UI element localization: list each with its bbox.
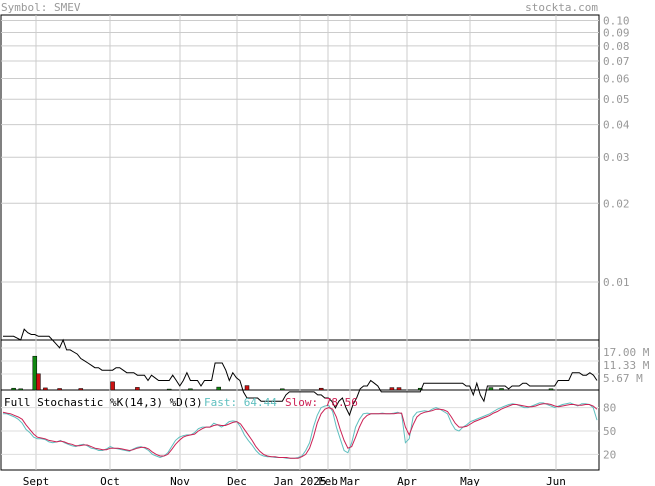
price-tick-label: 0.10 <box>603 15 630 28</box>
volume-bar <box>188 388 193 391</box>
grid-lines <box>1 15 599 470</box>
stoch-tick-label: 50 <box>603 425 616 438</box>
x-tick-label: Nov <box>170 475 190 486</box>
price-tick-label: 0.09 <box>603 27 630 40</box>
volume-tick-label: 17.00 M <box>603 346 650 359</box>
volume-bar <box>18 388 23 391</box>
volume-bar <box>11 387 16 391</box>
stoch-tick-label: 20 <box>603 448 616 461</box>
x-tick-label: Jun <box>546 475 566 486</box>
volume-tick-label: 5.67 M <box>603 372 643 385</box>
volume-bar <box>396 387 402 391</box>
price-tick-label: 0.03 <box>603 151 630 164</box>
price-tick-label: 0.02 <box>603 197 630 210</box>
stochastic-title: Full Stochastic %K(14,3) %D(3) <box>4 396 203 409</box>
stochastic-slow-label: Slow: 78.56 <box>285 396 358 409</box>
price-tick-label: 0.01 <box>603 276 630 289</box>
price-tick-label: 0.08 <box>603 40 630 53</box>
volume-bar <box>78 388 84 391</box>
volume-bar <box>57 388 62 391</box>
price-tick-label: 0.06 <box>603 73 630 86</box>
price-tick-label: 0.05 <box>603 93 630 106</box>
volume-bar <box>135 387 140 391</box>
price-line <box>3 328 598 417</box>
volume-bars <box>11 355 554 391</box>
volume-bar <box>216 386 221 391</box>
x-tick-label: Feb <box>318 475 338 486</box>
volume-bar <box>110 381 115 391</box>
volume-bar <box>548 388 554 391</box>
volume-bar <box>166 388 172 391</box>
volume-bar <box>32 355 38 391</box>
volume-bar <box>499 388 504 391</box>
volume-bar <box>43 387 48 391</box>
price-tick-label: 0.07 <box>603 55 630 68</box>
stoch-slow-line <box>2 403 598 459</box>
x-tick-label: Jan 2025 <box>274 475 327 486</box>
volume-bar <box>488 387 494 391</box>
site-label: stockta.com <box>525 1 598 14</box>
price-series-line <box>3 328 598 417</box>
x-tick-label: Apr <box>397 475 417 486</box>
stoch-fast-line <box>3 402 598 459</box>
stochastic-lines <box>2 402 598 459</box>
volume-tick-label: 11.33 M <box>603 359 650 372</box>
volume-bar <box>389 387 395 391</box>
stoch-tick-label: 80 <box>603 402 616 415</box>
stochastic-fast-label: Fast: 64.44 <box>204 396 277 409</box>
x-tick-label: May <box>460 475 480 486</box>
x-tick-label: Sept <box>23 475 50 486</box>
x-tick-label: Oct <box>100 475 120 486</box>
volume-bar <box>244 385 250 391</box>
symbol-label: Symbol: SMEV <box>1 1 81 14</box>
volume-bar <box>417 387 423 391</box>
volume-bar <box>36 373 41 391</box>
volume-bar <box>318 387 324 391</box>
price-tick-label: 0.04 <box>603 119 630 132</box>
x-tick-label: Dec <box>227 475 247 486</box>
x-tick-label: Mar <box>340 475 360 486</box>
volume-bar <box>280 388 285 391</box>
